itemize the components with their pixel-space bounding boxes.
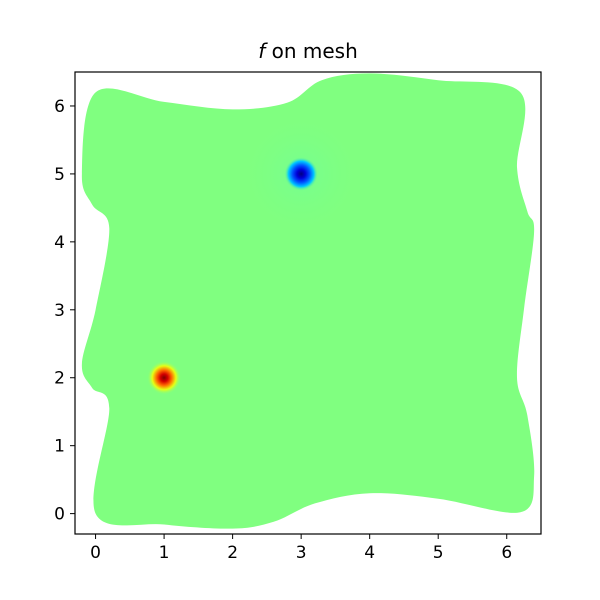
title-suffix: on mesh xyxy=(265,39,358,63)
x-tick-label: 5 xyxy=(433,543,444,563)
y-tick-label: 4 xyxy=(54,233,65,253)
chart-title: f on mesh xyxy=(258,39,358,63)
trough-blob xyxy=(284,156,319,191)
title-variable: f xyxy=(258,39,268,63)
x-tick-label: 6 xyxy=(501,543,512,563)
plot-area xyxy=(81,73,535,529)
x-tick-label: 0 xyxy=(90,543,101,563)
x-axis: 0 1 2 3 4 5 6 xyxy=(90,534,512,563)
y-tick-label: 5 xyxy=(54,165,65,185)
y-tick-label: 2 xyxy=(54,369,65,389)
x-tick-label: 4 xyxy=(364,543,375,563)
x-tick-label: 2 xyxy=(227,543,238,563)
peak-blob xyxy=(147,360,182,395)
x-tick-label: 3 xyxy=(296,543,307,563)
y-tick-label: 0 xyxy=(54,505,65,525)
x-tick-label: 1 xyxy=(159,543,170,563)
y-axis: 0 1 2 3 4 5 6 xyxy=(54,97,75,525)
axes-frame xyxy=(74,71,542,535)
mesh-surface xyxy=(81,73,535,529)
y-tick-label: 3 xyxy=(54,301,65,321)
y-tick-label: 1 xyxy=(54,437,65,457)
y-tick-label: 6 xyxy=(54,97,65,117)
